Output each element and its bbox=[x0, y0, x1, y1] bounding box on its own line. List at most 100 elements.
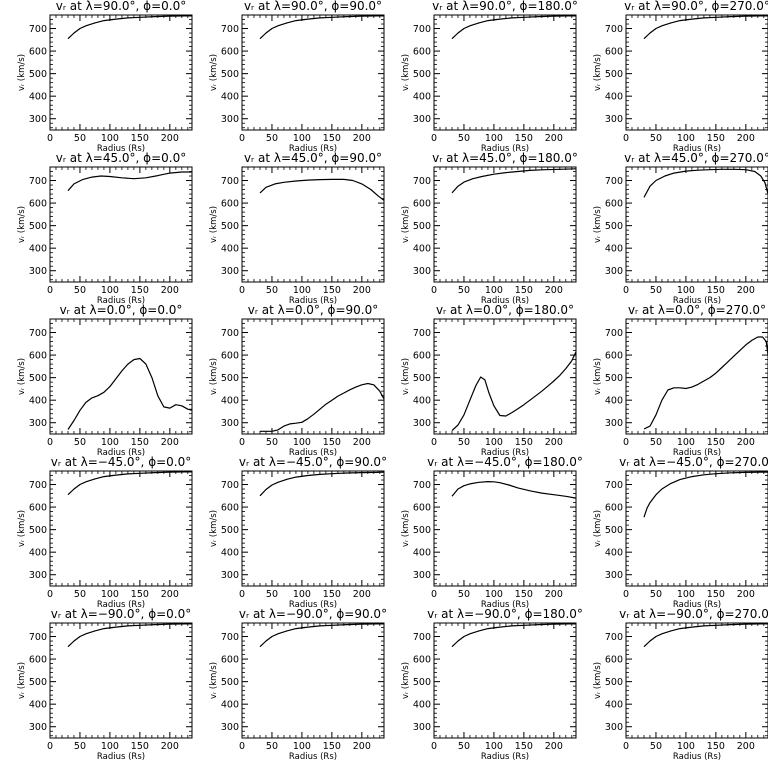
x-tick-label: 150 bbox=[131, 589, 149, 600]
subplot-0: vᵣ at λ=90.0°, ϕ=0.0° 0 50 100 150 200 300 400 5… bbox=[17, 0, 193, 154]
x-tick-label: 50 bbox=[458, 741, 470, 752]
x-tick-label: 200 bbox=[353, 437, 371, 448]
y-tick-label: 600 bbox=[413, 199, 431, 210]
x-tick-label: 0 bbox=[623, 285, 629, 296]
y-tick-label: 400 bbox=[413, 396, 431, 407]
x-tick-label: 0 bbox=[239, 741, 245, 752]
x-tick-label: 150 bbox=[323, 741, 341, 752]
x-tick-label: 200 bbox=[353, 133, 371, 144]
x-tick-label: 150 bbox=[323, 133, 341, 144]
y-tick-label: 400 bbox=[413, 92, 431, 103]
x-tick-label: 50 bbox=[458, 285, 470, 296]
y-axis-label: vᵣ (km/s) bbox=[401, 54, 411, 91]
y-tick-label: 600 bbox=[413, 351, 431, 362]
y-axis-label: vᵣ (km/s) bbox=[593, 54, 603, 91]
y-tick-label: 300 bbox=[29, 722, 47, 733]
x-axis-label: Radius (Rs) bbox=[97, 752, 145, 762]
y-tick-label: 400 bbox=[413, 244, 431, 255]
y-tick-label: 300 bbox=[29, 266, 47, 277]
x-tick-label: 200 bbox=[737, 589, 755, 600]
y-tick-label: 500 bbox=[413, 221, 431, 232]
y-tick-label: 600 bbox=[29, 351, 47, 362]
y-tick-label: 700 bbox=[413, 632, 431, 643]
plot-frame bbox=[433, 318, 577, 435]
x-tick-label: 100 bbox=[293, 133, 311, 144]
x-tick-label: 100 bbox=[485, 437, 503, 448]
y-axis-label: vᵣ (km/s) bbox=[17, 358, 27, 395]
x-tick-label: 200 bbox=[161, 133, 179, 144]
y-tick-label: 300 bbox=[29, 418, 47, 429]
velocity-line bbox=[451, 168, 577, 194]
x-tick-label: 100 bbox=[677, 437, 695, 448]
x-tick-label: 50 bbox=[650, 285, 662, 296]
x-tick-label: 50 bbox=[650, 589, 662, 600]
plot-frame bbox=[49, 622, 193, 739]
subplot-16: vᵣ at λ=−90.0°, ϕ=0.0° 0 50 100 150 200 300 400… bbox=[17, 607, 193, 762]
x-tick-label: 0 bbox=[47, 437, 53, 448]
y-axis-label: vᵣ (km/s) bbox=[17, 662, 27, 699]
y-tick-label: 700 bbox=[29, 24, 47, 35]
x-tick-label: 100 bbox=[101, 133, 119, 144]
x-tick-label: 150 bbox=[515, 285, 533, 296]
x-tick-label: 150 bbox=[323, 285, 341, 296]
y-axis-label: vᵣ (km/s) bbox=[401, 510, 411, 547]
x-tick-label: 50 bbox=[74, 285, 86, 296]
x-tick-label: 150 bbox=[707, 589, 725, 600]
x-tick-label: 200 bbox=[353, 285, 371, 296]
subplot-6: vᵣ at λ=45.0°, ϕ=180.0° 0 50 100 150 200 300 40… bbox=[401, 151, 578, 306]
y-tick-label: 300 bbox=[221, 570, 239, 581]
x-tick-label: 200 bbox=[545, 741, 563, 752]
x-tick-label: 100 bbox=[485, 133, 503, 144]
plot-frame bbox=[241, 166, 385, 283]
y-tick-label: 700 bbox=[221, 328, 239, 339]
y-tick-label: 500 bbox=[221, 373, 239, 384]
x-tick-label: 50 bbox=[458, 589, 470, 600]
y-tick-label: 600 bbox=[29, 503, 47, 514]
y-tick-label: 600 bbox=[221, 655, 239, 666]
subplot-title: vᵣ at λ=90.0°, ϕ=0.0° bbox=[56, 0, 186, 13]
subplot-3: vᵣ at λ=90.0°, ϕ=270.0° 0 50 100 150 200 300 40… bbox=[593, 0, 768, 154]
y-axis-label: vᵣ (km/s) bbox=[209, 510, 219, 547]
y-tick-label: 400 bbox=[221, 92, 239, 103]
x-tick-label: 100 bbox=[101, 285, 119, 296]
velocity-line bbox=[259, 178, 385, 201]
x-tick-label: 150 bbox=[131, 437, 149, 448]
y-tick-label: 300 bbox=[413, 418, 431, 429]
velocity-line bbox=[259, 15, 384, 40]
x-tick-label: 200 bbox=[545, 133, 563, 144]
subplot-title: vᵣ at λ=−90.0°, ϕ=0.0° bbox=[51, 607, 192, 621]
x-tick-label: 50 bbox=[650, 741, 662, 752]
x-axis-label: Radius (Rs) bbox=[673, 448, 721, 458]
y-tick-label: 400 bbox=[29, 700, 47, 711]
x-tick-label: 50 bbox=[266, 133, 278, 144]
x-axis-label: Radius (Rs) bbox=[289, 448, 337, 458]
y-tick-label: 400 bbox=[605, 548, 623, 559]
x-tick-label: 0 bbox=[623, 741, 629, 752]
subplot-title: vᵣ at λ=0.0°, ϕ=180.0° bbox=[436, 303, 574, 317]
x-tick-label: 100 bbox=[485, 741, 503, 752]
subplot-title: vᵣ at λ=−45.0°, ϕ=270.0° bbox=[619, 455, 768, 469]
x-axis-label: Radius (Rs) bbox=[673, 144, 721, 154]
x-tick-label: 0 bbox=[431, 741, 437, 752]
y-tick-label: 400 bbox=[605, 700, 623, 711]
y-axis-label: vᵣ (km/s) bbox=[17, 54, 27, 91]
y-tick-label: 300 bbox=[413, 114, 431, 125]
y-tick-label: 600 bbox=[413, 503, 431, 514]
velocity-line bbox=[643, 168, 768, 198]
y-tick-label: 400 bbox=[29, 548, 47, 559]
x-tick-label: 150 bbox=[515, 741, 533, 752]
y-tick-label: 700 bbox=[221, 24, 239, 35]
y-tick-label: 500 bbox=[413, 677, 431, 688]
y-axis-label: vᵣ (km/s) bbox=[209, 206, 219, 243]
x-axis-label: Radius (Rs) bbox=[673, 600, 721, 610]
x-tick-label: 100 bbox=[101, 741, 119, 752]
x-tick-label: 0 bbox=[239, 589, 245, 600]
y-tick-label: 400 bbox=[221, 700, 239, 711]
subplot-9: vᵣ at λ=0.0°, ϕ=90.0° 0 50 100 150 200 300 400 5… bbox=[209, 303, 385, 458]
x-axis-label: Radius (Rs) bbox=[97, 144, 145, 154]
y-tick-label: 500 bbox=[221, 525, 239, 536]
plot-frame bbox=[433, 470, 577, 587]
plot-frame bbox=[241, 622, 385, 739]
x-tick-label: 50 bbox=[650, 437, 662, 448]
